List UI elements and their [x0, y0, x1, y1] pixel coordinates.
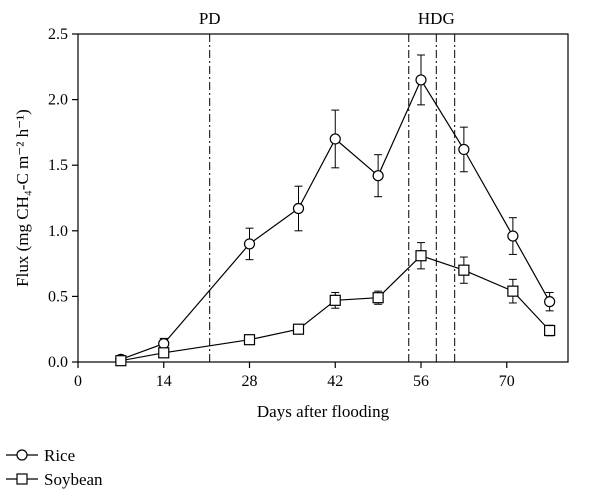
axes: 0 14 28 42 56 70 0.0 0.5 1.0 1.5 2.0 2.5: [48, 26, 515, 390]
legend-label: Rice: [44, 446, 75, 465]
data-point-rice: [415, 74, 427, 86]
x-tick-label: 14: [156, 373, 172, 390]
legend-marker-soybean: [16, 473, 28, 485]
phase-label: HDG: [418, 9, 455, 28]
x-tick-label: 70: [499, 373, 515, 390]
x-tick-label: 42: [327, 373, 343, 390]
data-point-rice: [372, 170, 384, 182]
data-point-rice: [544, 296, 556, 308]
y-tick-label: 2.5: [48, 26, 68, 43]
y-tick-label: 0.0: [48, 354, 68, 371]
data-point-soybean: [415, 250, 427, 262]
plot-frame: [77, 33, 569, 363]
series-line-soybean: [120, 255, 551, 362]
data-point-soybean: [243, 334, 256, 346]
x-tick-label: 0: [74, 373, 82, 390]
data-point-soybean: [507, 285, 519, 297]
data-point-rice: [292, 202, 305, 215]
data-point-rice: [158, 338, 170, 350]
x-tick-label: 28: [242, 373, 258, 390]
y-tick-label: 1.0: [48, 223, 68, 240]
data-point-rice: [329, 133, 341, 145]
legend-marker-rice: [16, 449, 28, 461]
data-point-rice: [507, 230, 519, 242]
data-point-soybean: [329, 294, 341, 306]
data-point-soybean: [115, 355, 127, 367]
series-rice: [115, 54, 556, 365]
data-point-soybean: [544, 324, 556, 337]
data-point-soybean: [158, 347, 170, 359]
legend: Rice Soybean: [6, 446, 103, 489]
data-point-soybean: [292, 323, 305, 335]
data-point-rice: [458, 143, 470, 156]
x-tick-label: 56: [413, 373, 429, 390]
y-axis-label: Flux (mg CH₄-C m⁻² h⁻¹): [13, 109, 32, 287]
data-point-soybean: [372, 292, 384, 304]
x-axis-label: Days after flooding: [257, 402, 390, 421]
series-line-rice: [120, 78, 551, 360]
y-tick-label: 2.0: [48, 92, 68, 109]
phase-lines: PD HDG: [199, 9, 456, 362]
legend-item-rice: Rice: [6, 446, 75, 465]
phase-label: PD: [199, 9, 221, 28]
data-point-soybean: [458, 264, 470, 276]
plot-area: [77, 33, 569, 363]
series-soybean: [115, 242, 556, 367]
data-point-rice: [243, 238, 256, 250]
legend-item-soybean: Soybean: [6, 470, 103, 489]
series: [115, 54, 556, 367]
y-tick-label: 0.5: [48, 288, 68, 305]
legend-label: Soybean: [44, 470, 103, 489]
y-tick-label: 1.5: [48, 157, 68, 174]
